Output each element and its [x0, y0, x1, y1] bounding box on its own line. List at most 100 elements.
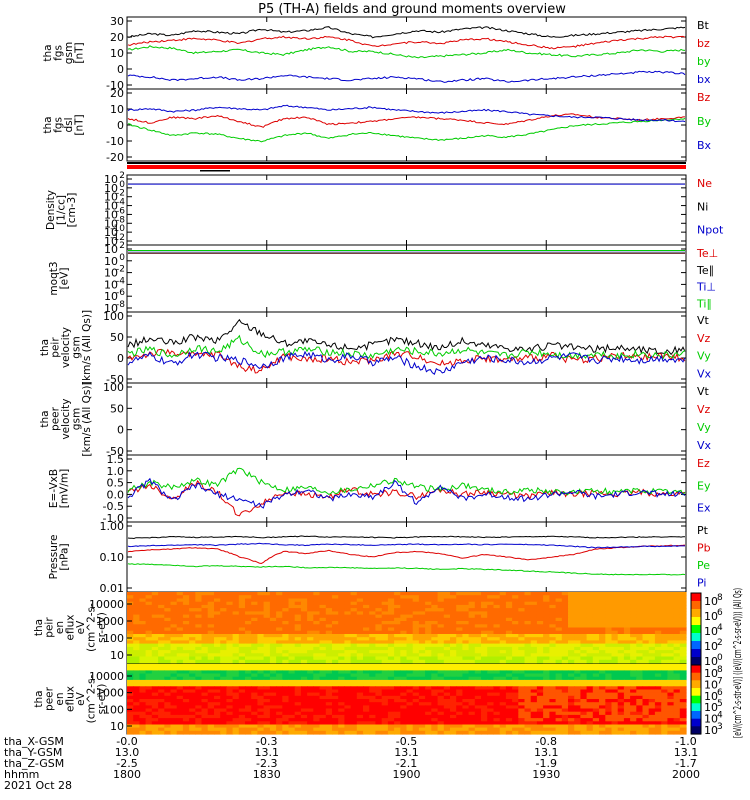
heatmap-cell	[648, 624, 656, 629]
heatmap-cell	[425, 592, 432, 596]
heatmap-cell	[400, 683, 408, 687]
colorbar-segment	[691, 633, 701, 642]
heatmap-cell	[679, 702, 687, 706]
heatmap-cell	[294, 718, 302, 722]
heatmap-cell	[232, 708, 240, 713]
heatmap-cell	[375, 683, 383, 687]
heatmap-cell	[182, 689, 190, 694]
heatmap-cell	[673, 611, 681, 616]
heatmap-cell	[636, 637, 644, 641]
heatmap-cell	[642, 592, 650, 596]
heatmap-cell	[617, 699, 625, 703]
heatmap-cell	[555, 627, 563, 632]
heatmap-cell	[599, 683, 606, 687]
heatmap-cell	[580, 683, 588, 687]
heatmap-cell	[300, 608, 308, 612]
heatmap-cell	[599, 598, 606, 603]
heatmap-cell	[580, 653, 588, 658]
heatmap-cell	[369, 673, 376, 678]
heatmap-cell	[592, 679, 600, 684]
heatmap-cell	[363, 650, 370, 654]
heatmap-cell	[574, 721, 581, 726]
heatmap-cell	[623, 598, 631, 603]
heatmap-cell	[512, 659, 519, 664]
heatmap-cell	[543, 634, 550, 638]
heatmap-cell	[592, 653, 600, 658]
heatmap-cell	[263, 614, 271, 619]
heatmap-cell	[400, 646, 408, 651]
status-bar-red	[127, 165, 686, 169]
heatmap-cell	[257, 653, 265, 658]
x-tick-label: 1900	[393, 768, 421, 781]
colorbar-tick-label: 10	[704, 595, 718, 608]
heatmap-cell	[182, 718, 190, 722]
heatmap-cell	[642, 598, 650, 603]
heatmap-cell	[282, 686, 290, 691]
heatmap-cell	[568, 627, 575, 632]
heatmap-cell	[512, 604, 519, 609]
heatmap-cell	[524, 686, 532, 691]
heatmap-cell	[381, 670, 389, 675]
heatmap-cell	[381, 601, 389, 606]
heatmap-cell	[630, 592, 637, 596]
y-tick-label: 0	[117, 63, 124, 76]
heatmap-cell	[561, 718, 569, 722]
heatmap-cell	[561, 595, 569, 599]
heatmap-cell	[481, 634, 488, 638]
heatmap-cell	[487, 614, 494, 619]
y-tick-label: 0.0	[107, 488, 125, 501]
heatmap-cell	[661, 601, 668, 606]
heatmap-cell	[307, 637, 314, 641]
heatmap-cell	[654, 667, 662, 671]
heatmap-cell	[369, 601, 376, 606]
heatmap-cell	[387, 601, 395, 606]
heatmap-cell	[611, 702, 619, 706]
heatmap-cell	[257, 614, 265, 619]
heatmap-cell	[450, 637, 457, 641]
heatmap-cell	[592, 601, 600, 606]
heatmap-cell	[648, 692, 656, 697]
heatmap-cell	[648, 730, 656, 735]
heatmap-cell	[375, 643, 383, 648]
heatmap-cell	[245, 695, 252, 700]
heatmap-cell	[580, 667, 588, 671]
heatmap-cell	[350, 650, 358, 654]
heatmap-cell	[375, 614, 383, 619]
heatmap-cell	[642, 627, 650, 632]
heatmap-cell	[201, 721, 209, 726]
heatmap-cell	[300, 673, 308, 678]
heatmap-cell	[238, 721, 246, 726]
heatmap-cell	[269, 601, 277, 606]
heatmap-cell	[158, 621, 165, 625]
heatmap-cell	[456, 608, 463, 612]
heatmap-cell	[443, 673, 451, 678]
heatmap-cell	[207, 727, 215, 732]
heatmap-cell	[474, 637, 482, 641]
heatmap-cell	[344, 634, 352, 638]
heatmap-cell	[294, 664, 302, 668]
heatmap-cell	[400, 667, 408, 671]
heatmap-cell	[456, 686, 463, 691]
heatmap-cell	[412, 634, 420, 638]
heatmap-cell	[158, 689, 165, 694]
heatmap-cell	[319, 711, 327, 716]
heatmap-cell	[176, 637, 184, 641]
heatmap-cell	[530, 667, 538, 671]
colorbar-segment	[691, 625, 701, 634]
heatmap-cell	[574, 614, 581, 619]
y-axis-label: moqt3	[48, 261, 60, 295]
heatmap-cell	[338, 679, 345, 684]
heatmap-cell	[189, 705, 196, 710]
heatmap-cell	[276, 637, 283, 641]
heatmap-cell	[145, 624, 153, 629]
heatmap-cell	[195, 689, 203, 694]
heatmap-cell	[642, 708, 650, 713]
heatmap-cell	[307, 670, 314, 675]
heatmap-cell	[642, 653, 650, 658]
heatmap-cell	[344, 650, 352, 654]
heatmap-cell	[418, 608, 426, 612]
heatmap-cell	[568, 724, 575, 729]
heatmap-cell	[462, 601, 470, 606]
heatmap-cell	[356, 702, 364, 706]
heatmap-cell	[611, 608, 619, 612]
